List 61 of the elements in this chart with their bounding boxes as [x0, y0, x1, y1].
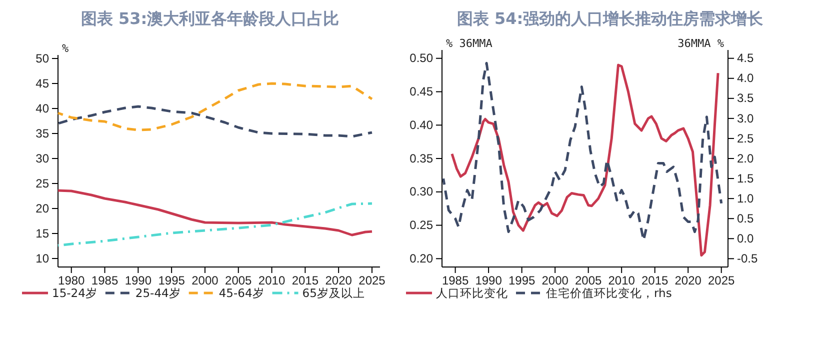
y-tick-label: 10 [36, 251, 50, 266]
x-tick-label: 2010 [258, 274, 286, 288]
y-tick-label: 0.25 [410, 218, 434, 232]
x-tick-label: 1995 [508, 274, 536, 288]
y-tick-label: 45 [36, 76, 50, 90]
y2-tick-label: 0.5 [737, 211, 754, 226]
x-tick-label: 1990 [124, 274, 152, 288]
line-series [56, 189, 374, 236]
y-tick-label: 20 [36, 201, 50, 216]
legend-label: 25-44岁 [135, 286, 181, 300]
line-series [56, 202, 374, 247]
x-tick-label: 2005 [225, 274, 252, 288]
y-tick-label: 0.45 [410, 84, 434, 99]
legend-label: 住宅价值环比变化，rhs [545, 286, 672, 300]
x-tick-label: 2000 [192, 274, 219, 288]
y2-tick-label: 2.5 [737, 131, 754, 146]
y-tick-label: 35 [36, 126, 50, 140]
line-series [56, 82, 374, 132]
legend-label: 15-24岁 [52, 286, 98, 300]
y-tick-label: 30 [36, 151, 50, 166]
x-tick-label: 2025 [358, 274, 386, 288]
y-axis-title: % 36MMA [446, 37, 493, 50]
x-tick-label: 1985 [442, 274, 469, 288]
y-tick-label: 25 [36, 176, 50, 190]
x-tick-label: 2020 [674, 274, 702, 288]
y2-tick-label: 4.0 [737, 71, 754, 86]
x-tick-label: 1980 [58, 274, 86, 288]
y-tick-label: 50 [36, 51, 50, 66]
x-tick-label: 2025 [708, 274, 736, 288]
y-tick-label: 0.40 [410, 118, 434, 132]
y2-tick-label: 4.5 [737, 51, 754, 66]
line-series [56, 105, 374, 138]
y-tick-label: 0.30 [410, 184, 434, 199]
x-tick-label: 2020 [325, 274, 352, 288]
y2-axis-title: 36MMA % [678, 37, 724, 50]
y2-tick-label: 3.0 [737, 111, 754, 126]
chart-title: 图表 53:澳大利亚各年龄段人口占比 [80, 9, 340, 28]
y2-tick-label: 3.5 [737, 91, 754, 106]
legend-label: 65岁及以上 [302, 286, 365, 300]
y-tick-label: 0.20 [410, 251, 434, 266]
y-tick-label: 40 [36, 101, 50, 116]
y2-tick-label: 1.5 [737, 171, 754, 186]
x-tick-label: 1995 [158, 274, 186, 288]
x-tick-label: 1985 [91, 274, 118, 288]
x-tick-label: 2015 [292, 274, 319, 288]
y2-tick-label: 1.0 [737, 191, 754, 206]
legend-label: 人口环比变化 [436, 286, 508, 300]
y-tick-label: 0.50 [410, 51, 434, 66]
y2-tick-label: 2.0 [737, 151, 754, 166]
legend-label: 45-64岁 [218, 286, 264, 300]
y-tick-label: 15 [36, 226, 50, 240]
y-tick-label: 0.35 [410, 151, 434, 166]
y2-tick-label: -0.5 [737, 252, 758, 266]
y2-tick-label: 0.0 [737, 231, 754, 246]
x-tick-label: 2010 [608, 274, 636, 288]
x-tick-label: 2005 [574, 274, 602, 288]
y-axis-title: % [62, 42, 69, 55]
x-tick-label: 1990 [475, 274, 502, 288]
chart-title: 图表 54:强劲的人口增长推动住房需求增长 [456, 9, 764, 28]
x-tick-label: 2015 [641, 274, 669, 288]
x-tick-label: 2000 [542, 274, 569, 288]
